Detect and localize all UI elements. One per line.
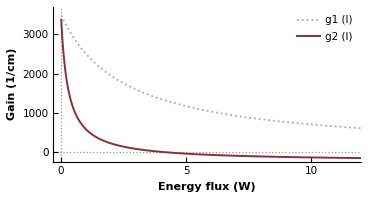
g1 (I) [59, 14, 63, 17]
g2 (I) [111, 143, 116, 145]
Line: g2 (I): g2 (I) [61, 20, 361, 158]
g2 (I) [174, 152, 178, 154]
g1 (I) [111, 76, 116, 78]
g1 (I) [353, 127, 357, 129]
g1 (I) [187, 106, 191, 108]
g2 (I) [353, 157, 357, 159]
g1 (I) [174, 102, 178, 105]
g2 (I) [187, 153, 191, 155]
g1 (I) [321, 124, 325, 127]
g1 (I) [359, 127, 363, 129]
g1 (I) [93, 62, 98, 65]
Y-axis label: Gain (1/cm): Gain (1/cm) [7, 48, 17, 120]
X-axis label: Energy flux (W): Energy flux (W) [159, 182, 256, 192]
Line: g1 (I): g1 (I) [61, 15, 361, 128]
g2 (I) [321, 156, 325, 159]
g2 (I) [59, 19, 63, 21]
g2 (I) [359, 157, 363, 159]
Legend: g1 (I), g2 (I): g1 (I), g2 (I) [294, 12, 356, 45]
g2 (I) [93, 136, 98, 138]
